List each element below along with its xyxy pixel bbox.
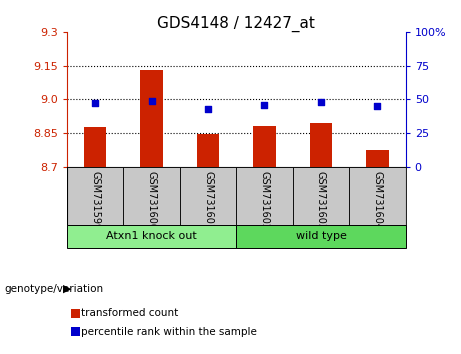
Text: GSM731603: GSM731603 (316, 171, 326, 230)
Text: GSM731604: GSM731604 (372, 171, 383, 230)
Text: transformed count: transformed count (81, 308, 178, 318)
Bar (236, 225, 406, 248)
Point (261, 102, 268, 108)
Bar (236, 167, 293, 225)
Text: GSM731601: GSM731601 (203, 171, 213, 230)
Bar (123, 167, 180, 225)
Bar (310, 123, 332, 167)
Bar (67, 167, 123, 225)
Text: Atxn1 knock out: Atxn1 knock out (106, 231, 197, 241)
Title: GDS4148 / 12427_at: GDS4148 / 12427_at (157, 16, 315, 32)
Text: wild type: wild type (296, 231, 346, 241)
Point (148, 98, 155, 103)
Text: genotype/variation: genotype/variation (5, 284, 104, 293)
Text: percentile rank within the sample: percentile rank within the sample (81, 327, 257, 337)
Text: GSM731602: GSM731602 (260, 171, 270, 230)
Text: GSM731600: GSM731600 (147, 171, 157, 230)
Text: GSM731599: GSM731599 (90, 171, 100, 230)
Point (317, 99, 325, 105)
Bar (84, 127, 106, 167)
Bar (140, 70, 163, 167)
Bar (366, 150, 389, 167)
Bar (253, 126, 276, 167)
Point (374, 103, 381, 109)
Text: ▶: ▶ (63, 284, 71, 293)
Bar (349, 167, 406, 225)
Point (204, 106, 212, 112)
Bar (180, 167, 236, 225)
Bar (197, 134, 219, 167)
Bar (67, 225, 236, 248)
Point (91, 101, 99, 106)
Bar (293, 167, 349, 225)
